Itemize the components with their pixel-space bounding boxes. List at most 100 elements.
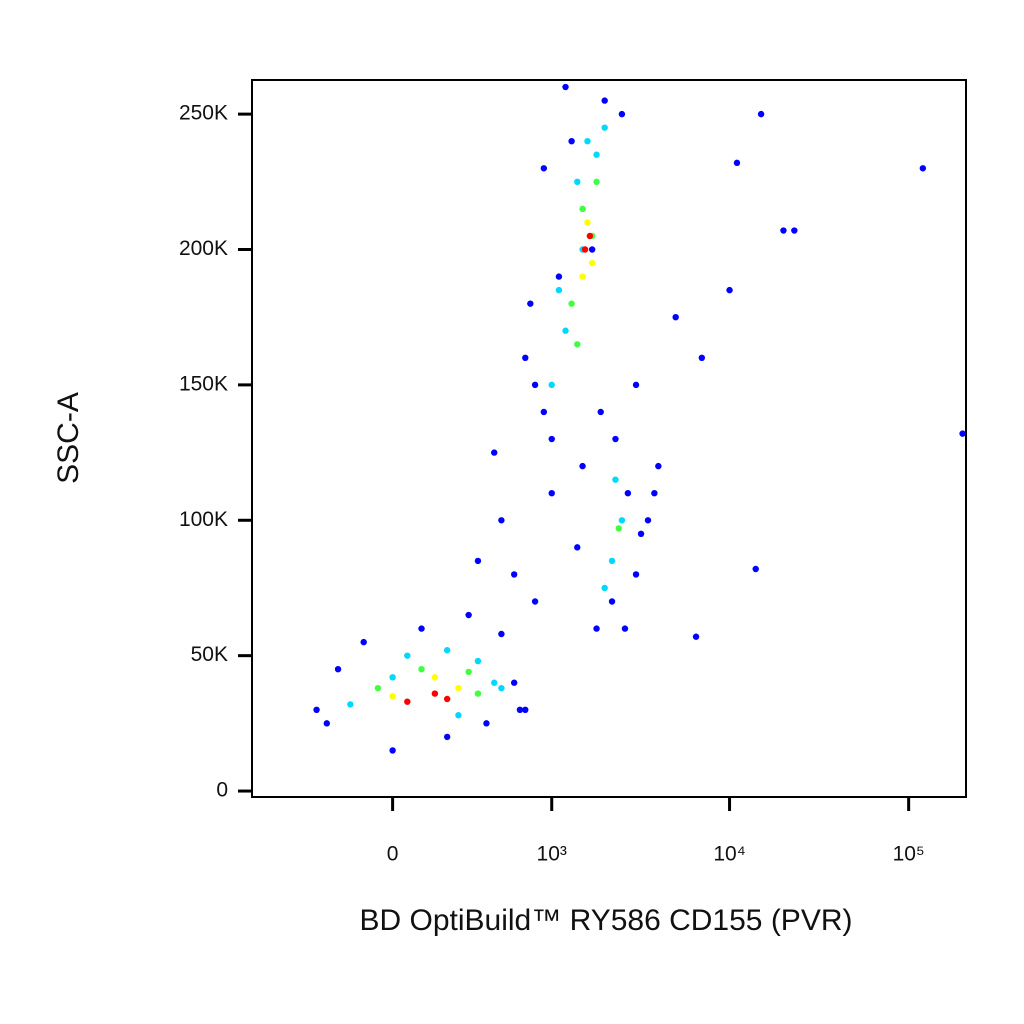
y-tick-label: 100K	[179, 508, 228, 531]
point	[593, 151, 600, 158]
y-tick-label: 150K	[179, 372, 228, 395]
y-tick-label: 0	[216, 779, 228, 802]
plot-frame	[251, 79, 967, 798]
point	[389, 693, 396, 700]
point	[919, 165, 927, 172]
point	[323, 720, 331, 727]
point	[540, 408, 548, 416]
point	[698, 354, 706, 362]
point	[443, 647, 451, 654]
point	[601, 97, 608, 104]
point	[780, 227, 787, 234]
point	[644, 517, 652, 524]
point	[455, 684, 462, 692]
point	[443, 733, 451, 741]
point	[562, 327, 569, 334]
point	[791, 227, 798, 234]
point	[752, 565, 759, 573]
y-tick-label: 200K	[179, 237, 228, 260]
point	[584, 219, 591, 226]
point	[593, 178, 600, 186]
point	[608, 557, 616, 565]
point	[483, 720, 490, 727]
point	[726, 286, 733, 294]
point	[431, 674, 439, 681]
point	[540, 165, 548, 172]
y-axis-label: SSC-A	[52, 392, 85, 484]
point	[574, 544, 581, 551]
point	[522, 706, 529, 714]
point	[548, 381, 555, 389]
point	[588, 246, 596, 253]
point	[389, 747, 396, 754]
point	[510, 679, 518, 686]
point	[516, 706, 524, 714]
point	[672, 313, 679, 321]
point	[334, 665, 342, 673]
point	[389, 674, 396, 681]
point	[360, 638, 367, 646]
point	[531, 381, 539, 389]
point	[498, 630, 505, 638]
point	[510, 571, 518, 578]
point	[574, 341, 581, 348]
y-tick-label: 50K	[191, 643, 228, 666]
point	[555, 273, 563, 280]
x-axis-label: BD OptiBuild™ RY586 CD155 (PVR)	[360, 904, 853, 937]
point	[418, 625, 425, 632]
x-tick-label: 10⁵	[893, 843, 925, 866]
point	[568, 137, 575, 145]
point	[579, 462, 586, 470]
point	[491, 679, 498, 686]
point	[418, 665, 425, 673]
point	[615, 525, 622, 532]
y-tick-label: 250K	[179, 102, 228, 125]
point	[597, 408, 604, 416]
point	[548, 489, 555, 497]
point	[474, 657, 482, 665]
point	[474, 557, 482, 565]
points	[313, 83, 966, 754]
point	[624, 489, 632, 497]
point	[374, 684, 382, 692]
x-tick-label: 0	[387, 843, 399, 866]
point	[593, 625, 600, 632]
point	[347, 701, 354, 708]
point	[465, 611, 472, 619]
point	[655, 462, 662, 470]
point	[733, 159, 741, 167]
point	[522, 354, 529, 362]
point	[455, 712, 462, 719]
point	[581, 246, 589, 253]
point	[579, 205, 586, 213]
point	[959, 430, 966, 437]
point	[612, 435, 619, 443]
point	[586, 232, 594, 240]
point	[757, 110, 765, 118]
point	[618, 517, 626, 524]
point	[313, 706, 320, 714]
x-tick-label: 10⁴	[713, 843, 745, 866]
point	[555, 286, 563, 294]
point	[465, 668, 472, 676]
point	[601, 124, 608, 131]
point	[548, 435, 555, 443]
point	[621, 625, 629, 632]
point	[531, 598, 539, 605]
point	[404, 652, 411, 659]
point	[527, 300, 534, 307]
point	[574, 178, 581, 186]
x-tick-label: 10³	[537, 843, 567, 866]
point	[637, 530, 645, 538]
point	[632, 381, 640, 389]
point	[601, 584, 608, 592]
point	[618, 110, 626, 118]
point	[612, 476, 619, 483]
point	[474, 690, 482, 697]
point	[491, 449, 498, 456]
point	[579, 273, 586, 280]
point	[498, 517, 505, 524]
point	[692, 633, 700, 640]
point	[584, 137, 591, 145]
